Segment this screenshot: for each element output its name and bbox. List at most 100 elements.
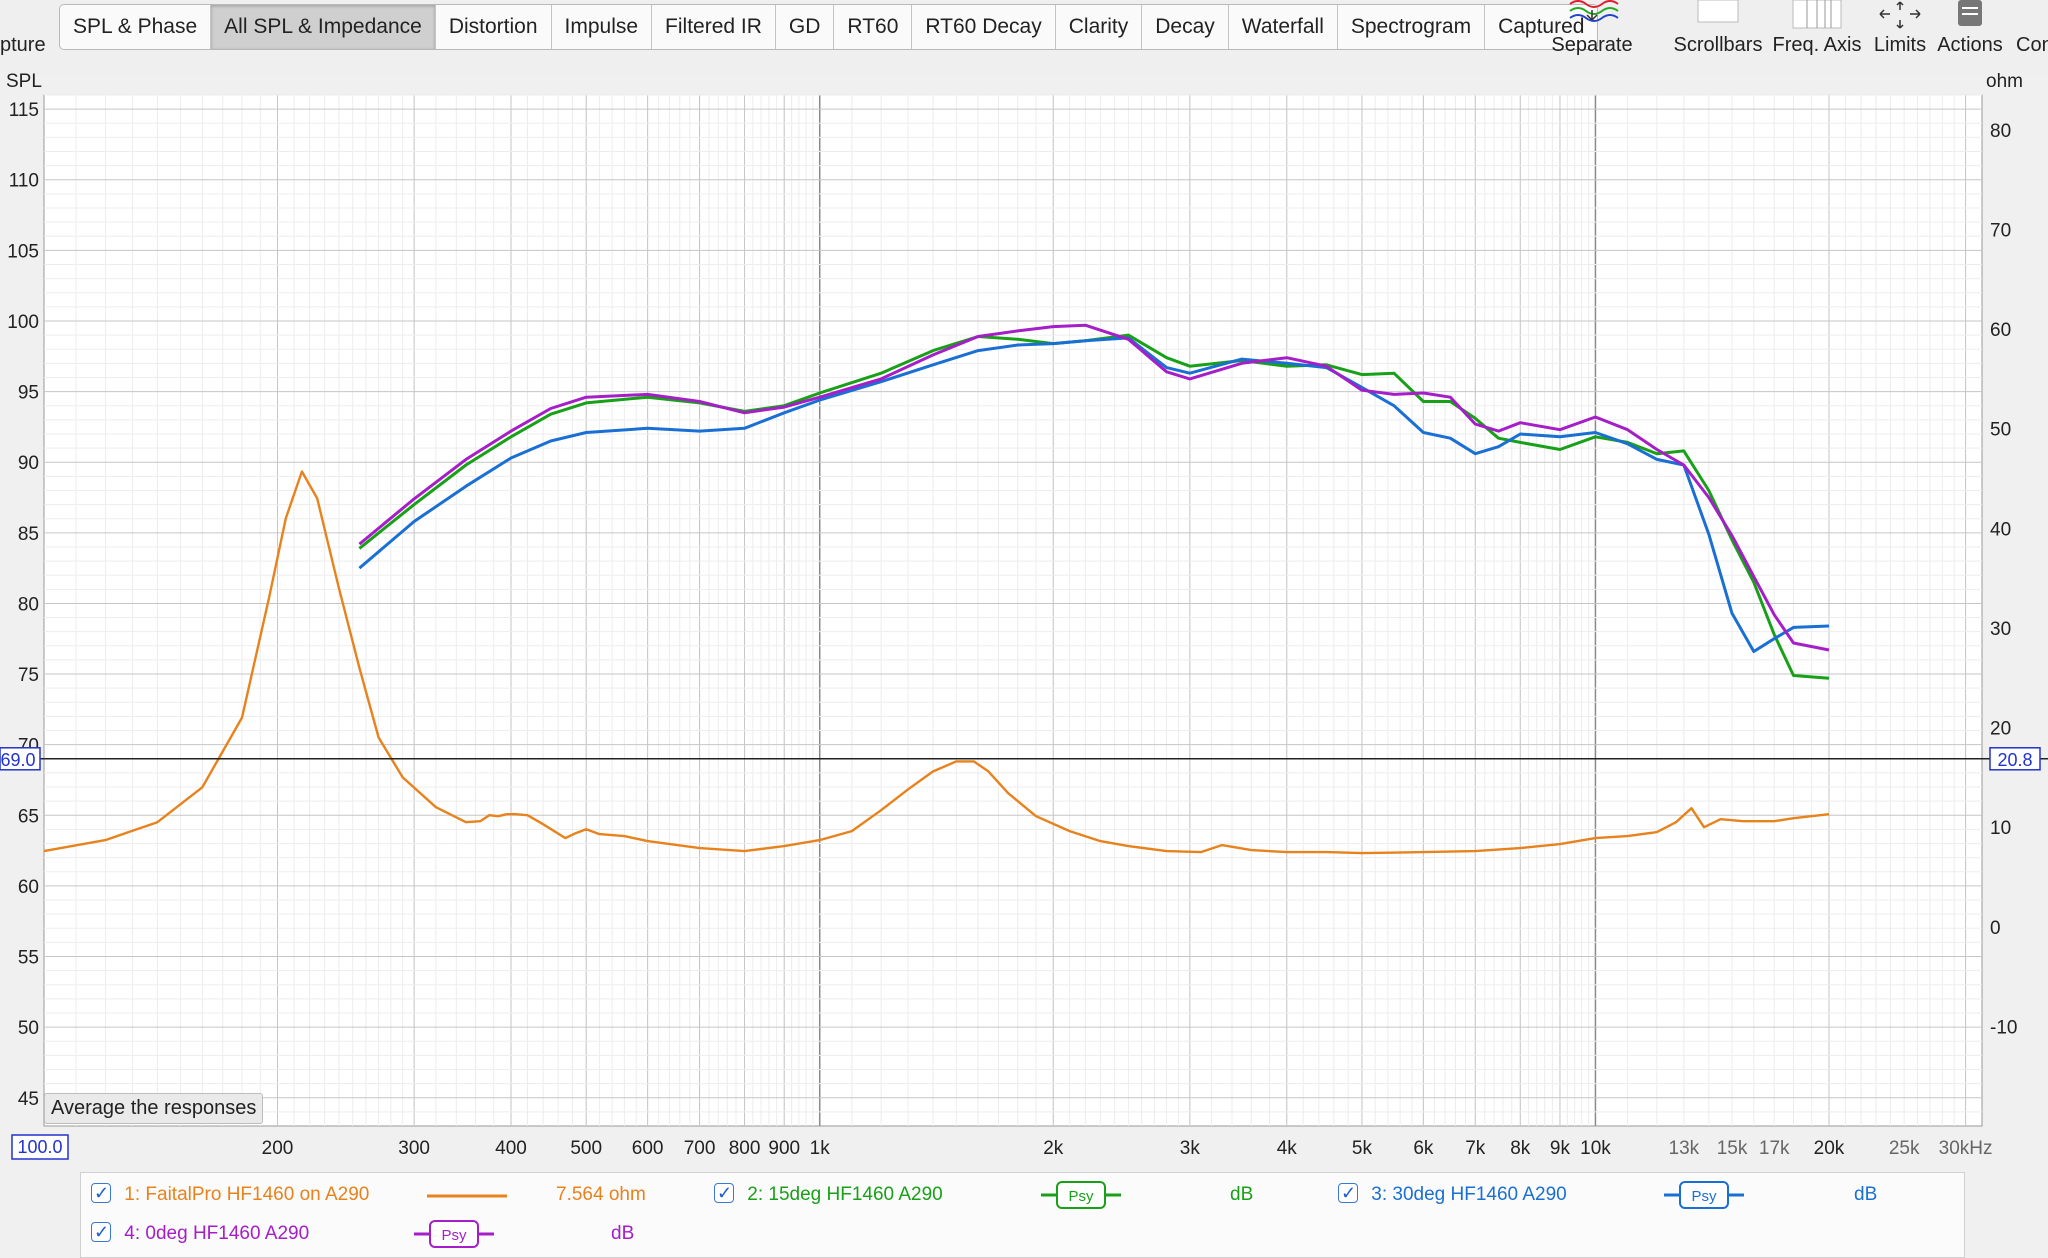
x-tick-label: 3k xyxy=(1180,1138,1201,1159)
left-tick-label: 80 xyxy=(18,594,39,615)
svg-text:Psy: Psy xyxy=(441,1227,467,1244)
x-tick-label: 500 xyxy=(570,1138,602,1159)
x-tick-label: 30kHz xyxy=(1939,1138,1993,1159)
right-axis-label: ohm xyxy=(1986,71,2023,92)
tab-gd[interactable]: GD xyxy=(776,5,835,49)
freq-axis-label: Freq. Axis xyxy=(1772,34,1862,56)
scrollbars-icon xyxy=(1697,0,1739,23)
tab-rt60-decay[interactable]: RT60 Decay xyxy=(912,5,1056,49)
tab-distortion[interactable]: Distortion xyxy=(436,5,552,49)
checkbox-icon[interactable] xyxy=(91,1214,111,1250)
tab-filtered-ir[interactable]: Filtered IR xyxy=(652,5,776,49)
legend-item-1[interactable]: 1: FaitalPro HF1460 on A290 7.564 ohm xyxy=(91,1175,646,1213)
left-tick-label: 110 xyxy=(9,171,39,192)
x-tick-label: 2k xyxy=(1043,1138,1064,1159)
right-tick-label: 80 xyxy=(1990,121,2011,142)
capture-button-partial[interactable]: pture xyxy=(0,34,46,56)
right-tick-label: 50 xyxy=(1990,420,2011,441)
legend: 1: FaitalPro HF1460 on A290 7.564 ohm 2:… xyxy=(80,1172,1965,1258)
left-tick-label: 45 xyxy=(18,1089,39,1110)
x-tick-label: 20k xyxy=(1814,1138,1845,1159)
right-tick-label: 10 xyxy=(1990,818,2011,839)
x-tick-label: 5k xyxy=(1352,1138,1373,1159)
tab-waterfall[interactable]: Waterfall xyxy=(1229,5,1338,49)
left-tick-label: 90 xyxy=(18,453,39,474)
legend-item-4[interactable]: 4: 0deg HF1460 A290 Psy dB xyxy=(91,1214,634,1252)
checkbox-icon[interactable] xyxy=(714,1175,734,1211)
left-axis-label: SPL xyxy=(6,71,42,92)
legend-line-sample xyxy=(427,1194,507,1198)
x-tick-label: 17k xyxy=(1759,1138,1790,1159)
x-tick-label: 700 xyxy=(684,1138,716,1159)
series-line-1 xyxy=(43,470,1830,855)
left-tick-label: 65 xyxy=(18,806,39,827)
tab-impulse[interactable]: Impulse xyxy=(552,5,653,49)
limits-button[interactable]: Limits xyxy=(1870,0,1930,75)
right-tick-label: 60 xyxy=(1990,320,2011,341)
x-tick-label: 200 xyxy=(262,1138,294,1159)
x-tick-label: 4k xyxy=(1277,1138,1298,1159)
series-line-3 xyxy=(358,336,1830,653)
legend-item-2[interactable]: 2: 15deg HF1460 A290 Psy dB xyxy=(714,1175,1253,1213)
right-tick-label: 20 xyxy=(1990,719,2011,740)
tab-rt60[interactable]: RT60 xyxy=(834,5,913,49)
plot-area xyxy=(43,94,1983,1127)
scrollbars-button[interactable]: Scrollbars xyxy=(1673,0,1763,75)
separate-label: Separate xyxy=(1551,34,1633,56)
tab-spl-phase[interactable]: SPL & Phase xyxy=(60,5,212,49)
x-tick-label: 300 xyxy=(398,1138,430,1159)
cursor-left-box xyxy=(0,747,41,771)
right-tick-label: 0 xyxy=(1990,918,2001,939)
svg-text:Psy: Psy xyxy=(1691,1188,1717,1205)
left-tick-label: 85 xyxy=(18,524,39,545)
x-tick-label: 6k xyxy=(1413,1138,1434,1159)
left-tick-label: 105 xyxy=(7,241,39,262)
cursor-freq-readout: 100.0 xyxy=(17,1137,62,1157)
x-tick-label: 600 xyxy=(632,1138,664,1159)
tab-captured[interactable]: Captured xyxy=(1498,15,1585,38)
graph-area[interactable]: SPL4550556065707580859095100105110115ohm… xyxy=(0,70,2048,1170)
freq-axis-icon xyxy=(1792,0,1842,29)
scrollbars-label: Scrollbars xyxy=(1673,34,1763,56)
tab-all-spl-impedance[interactable]: All SPL & Impedance xyxy=(211,5,436,49)
controls-button-partial[interactable]: Con xyxy=(2014,0,2048,75)
actions-button[interactable]: Actions xyxy=(1937,0,2003,75)
left-tick-label: 60 xyxy=(18,877,39,898)
x-tick-label: 8k xyxy=(1510,1138,1531,1159)
x-tick-label: 400 xyxy=(495,1138,527,1159)
tab-decay[interactable]: Decay xyxy=(1142,5,1229,49)
cursor-right-readout: 20.8 xyxy=(1997,750,2032,770)
checkbox-icon[interactable] xyxy=(1338,1175,1358,1211)
separate-button[interactable]: Separate xyxy=(1551,0,1633,75)
x-tick-label: 25k xyxy=(1889,1138,1920,1159)
graph-tabs: SPL & Phase All SPL & Impedance Distorti… xyxy=(59,4,1599,50)
tab-clarity[interactable]: Clarity xyxy=(1056,5,1143,49)
x-tick-label: 13k xyxy=(1669,1138,1700,1159)
actions-icon xyxy=(1958,0,1982,26)
x-tick-label: 7k xyxy=(1465,1138,1486,1159)
right-tick-label: 30 xyxy=(1990,619,2011,640)
x-tick-label: 800 xyxy=(729,1138,761,1159)
left-tick-label: 55 xyxy=(18,948,39,969)
tab-spectrogram[interactable]: Spectrogram xyxy=(1338,5,1486,49)
average-responses-button[interactable]: Average the responses xyxy=(44,1093,264,1124)
left-tick-label: 115 xyxy=(9,100,39,121)
x-tick-label: 1k xyxy=(810,1138,831,1159)
freq-axis-button[interactable]: Freq. Axis xyxy=(1773,0,1861,75)
separate-icon xyxy=(1569,0,1619,22)
checkbox-icon[interactable] xyxy=(91,1175,111,1211)
right-tick-label: -10 xyxy=(1990,1017,2017,1038)
cursor-left-readout: 69.0 xyxy=(0,750,35,770)
x-tick-label: 9k xyxy=(1550,1138,1571,1159)
limits-icon xyxy=(1879,1,1921,29)
legend-item-3[interactable]: 3: 30deg HF1460 A290 Psy dB xyxy=(1338,1175,1877,1213)
limits-label: Limits xyxy=(1873,34,1927,56)
left-tick-label: 75 xyxy=(18,665,39,686)
psy-badge: Psy xyxy=(1041,1181,1121,1209)
x-tick-label: 900 xyxy=(768,1138,800,1159)
right-tick-label: 40 xyxy=(1990,519,2011,540)
series-line-4 xyxy=(358,323,1830,652)
psy-badge: Psy xyxy=(1664,1181,1744,1209)
left-tick-label: 100 xyxy=(7,312,39,333)
psy-badge: Psy xyxy=(414,1220,494,1248)
